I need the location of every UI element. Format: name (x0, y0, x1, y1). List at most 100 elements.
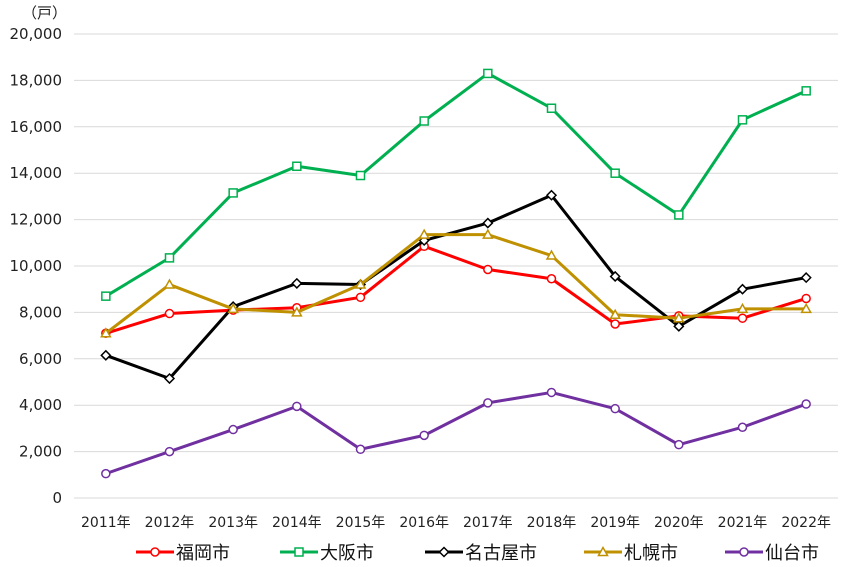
data-point (164, 308, 175, 319)
data-point (291, 306, 303, 317)
data-point (292, 161, 302, 171)
data-point (482, 228, 494, 239)
data-point (419, 430, 429, 441)
data-point (354, 278, 367, 289)
data-point (227, 302, 239, 314)
x-tick-label: 2020年 (654, 515, 704, 531)
data-point (739, 547, 749, 557)
data-point (546, 387, 557, 398)
data-point (150, 547, 160, 557)
legend-label: 福岡市 (176, 543, 230, 564)
x-tick-label: 2018年 (527, 515, 577, 531)
data-point (610, 168, 620, 178)
data-point (291, 277, 303, 289)
data-point (609, 270, 621, 283)
data-point (545, 189, 558, 201)
data-point (164, 446, 175, 457)
legend-label: 札幌市 (624, 543, 678, 564)
data-point (483, 68, 493, 79)
data-point (674, 210, 684, 220)
legend-item: 福岡市 (136, 543, 230, 564)
data-point (294, 547, 304, 557)
series-line (105, 390, 807, 476)
y-tick-label: 2,000 (19, 443, 62, 461)
data-point (800, 302, 812, 314)
data-point (737, 313, 748, 323)
data-point (801, 293, 811, 304)
data-point (101, 468, 111, 479)
data-point (228, 424, 238, 435)
data-point (545, 249, 558, 260)
y-tick-label: 10,000 (10, 257, 63, 275)
x-tick-label: 2015年 (336, 515, 386, 531)
x-tick-label: 2013年 (208, 515, 258, 531)
series-5 (101, 387, 811, 479)
data-point (546, 103, 557, 113)
data-point (673, 320, 685, 332)
x-tick-label: 2021年 (718, 515, 768, 531)
data-point (736, 283, 749, 295)
x-tick-label: 2016年 (399, 515, 449, 531)
data-point (292, 401, 302, 412)
data-point (610, 403, 620, 414)
data-point (546, 274, 557, 284)
series-line (105, 244, 807, 335)
y-unit-label: （戸） (22, 4, 67, 22)
data-point (101, 291, 111, 301)
data-point (355, 444, 366, 455)
data-point (482, 217, 494, 229)
data-point (419, 116, 429, 126)
y-tick-label: 20,000 (10, 25, 63, 43)
data-point (100, 327, 112, 338)
legend-item: 名古屋市 (425, 543, 537, 564)
data-point (801, 399, 811, 409)
data-point (674, 439, 684, 450)
series-lines (100, 68, 812, 479)
y-tick-label: 6,000 (19, 350, 62, 368)
legend-item: 札幌市 (584, 543, 678, 564)
data-point (597, 545, 609, 557)
data-point (609, 308, 621, 319)
data-point (100, 349, 112, 361)
x-tick-label: 2017年 (463, 515, 513, 531)
x-tick-label: 2019年 (590, 515, 640, 531)
legend-item: 仙台市 (725, 543, 819, 564)
series-line (105, 193, 807, 381)
series-1 (101, 241, 811, 339)
y-tick-label: 16,000 (10, 118, 63, 136)
x-tick-label: 2014年 (272, 515, 322, 531)
data-point (801, 86, 811, 96)
series-line (104, 233, 807, 335)
grid-lines (74, 33, 838, 499)
data-point (355, 170, 366, 181)
legend-label: 大阪市 (320, 543, 374, 564)
data-point (163, 372, 176, 385)
data-point (673, 312, 685, 323)
data-point (737, 115, 748, 125)
legend-item: 大阪市 (280, 543, 374, 564)
y-tick-label: 8,000 (19, 303, 62, 321)
x-tick-label: 2012年 (145, 515, 195, 531)
data-point (483, 264, 493, 275)
x-tick-label: 2011年 (81, 515, 131, 531)
y-tick-label: 12,000 (10, 211, 63, 229)
data-point (737, 422, 748, 432)
series-4 (100, 228, 812, 338)
legend-label: 仙台市 (765, 543, 819, 564)
series-line (105, 71, 807, 298)
y-axis-ticks: 0 2,000 4,000 6,000 8,000 10,000 12,000 14,000 1… (10, 25, 63, 507)
data-point (483, 398, 493, 408)
data-point (164, 253, 175, 263)
series-2 (101, 68, 811, 301)
x-axis-ticks: 2011年 2012年 2013年 2014年 2015年 2016年 2017年 2018年… (81, 515, 831, 531)
y-tick-label: 18,000 (10, 71, 63, 89)
data-point (438, 546, 450, 558)
y-tick-label: 14,000 (10, 164, 63, 182)
y-tick-label: 0 (52, 489, 62, 507)
legend-label: 名古屋市 (465, 543, 537, 564)
data-point (800, 272, 812, 284)
legend: 福岡市 大阪市 名古屋市 札幌市 仙台市 (136, 543, 819, 564)
data-point (355, 292, 366, 303)
x-tick-label: 2022年 (781, 515, 831, 531)
